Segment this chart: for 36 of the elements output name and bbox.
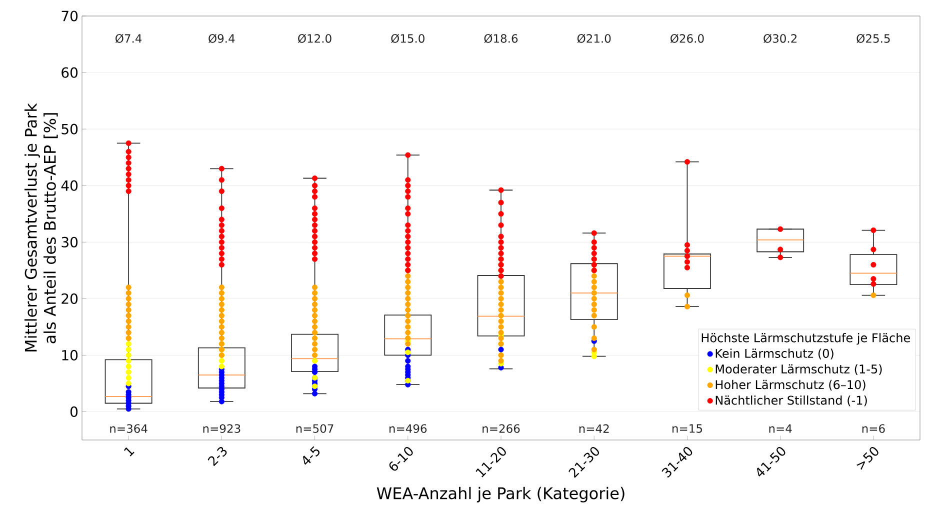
- y-tick-label: 20: [62, 293, 78, 304]
- y-tick-label: 40: [61, 180, 78, 191]
- x-axis-title: WEA-Anzahl je Park (Kategorie): [376, 486, 624, 502]
- annotation: n=364: [110, 424, 148, 433]
- legend-title: Höchste Lärmschutzstufe je Fläche: [702, 333, 910, 345]
- y-tick-label: 0: [70, 406, 78, 418]
- annotation: Ø12.0: [298, 34, 332, 44]
- annotation: n=507: [296, 424, 334, 433]
- annotation: Ø18.6: [484, 34, 518, 44]
- x-tick-label: 2-3: [208, 446, 227, 466]
- annotation: n=496: [390, 424, 427, 433]
- legend-label: Hoher Lärmschutz (6–10): [716, 380, 866, 391]
- annotation: n=42: [579, 424, 609, 433]
- y-axis-title: Mittlerer Gesamtverlust je Park als Anteil des Brutto-AEP [%]: [24, 103, 58, 352]
- x-tick-label: 4-5: [303, 446, 320, 465]
- annotation: Ø21.0: [577, 34, 611, 44]
- y-tick-label: 50: [62, 124, 78, 134]
- legend-label: Kein Lärmschutz (0): [716, 348, 834, 360]
- annotation: Ø9.4: [208, 34, 235, 44]
- annotation: n=923: [203, 424, 240, 433]
- y-tick-label: 10: [62, 350, 78, 360]
- y-tick-label: 30: [62, 236, 78, 248]
- annotation: n=266: [482, 424, 520, 433]
- annotation: Ø30.2: [764, 34, 797, 44]
- annotation: n=6: [862, 424, 885, 433]
- legend-label: Moderater Lärmschutz (1-5): [716, 364, 882, 375]
- y-tick-label: 70: [62, 10, 78, 22]
- x-tick-label: 1: [124, 447, 134, 456]
- annotation: n=15: [672, 424, 702, 433]
- y-tick-label: 60: [62, 67, 78, 78]
- annotation: Ø26.0: [670, 34, 704, 44]
- annotation: Ø15.0: [391, 34, 424, 44]
- annotation: Ø25.5: [856, 34, 890, 44]
- annotation: n=4: [769, 424, 792, 433]
- annotation: Ø7.4: [115, 34, 142, 44]
- legend-label: Nächtlicher Stillstand (-1): [716, 396, 867, 406]
